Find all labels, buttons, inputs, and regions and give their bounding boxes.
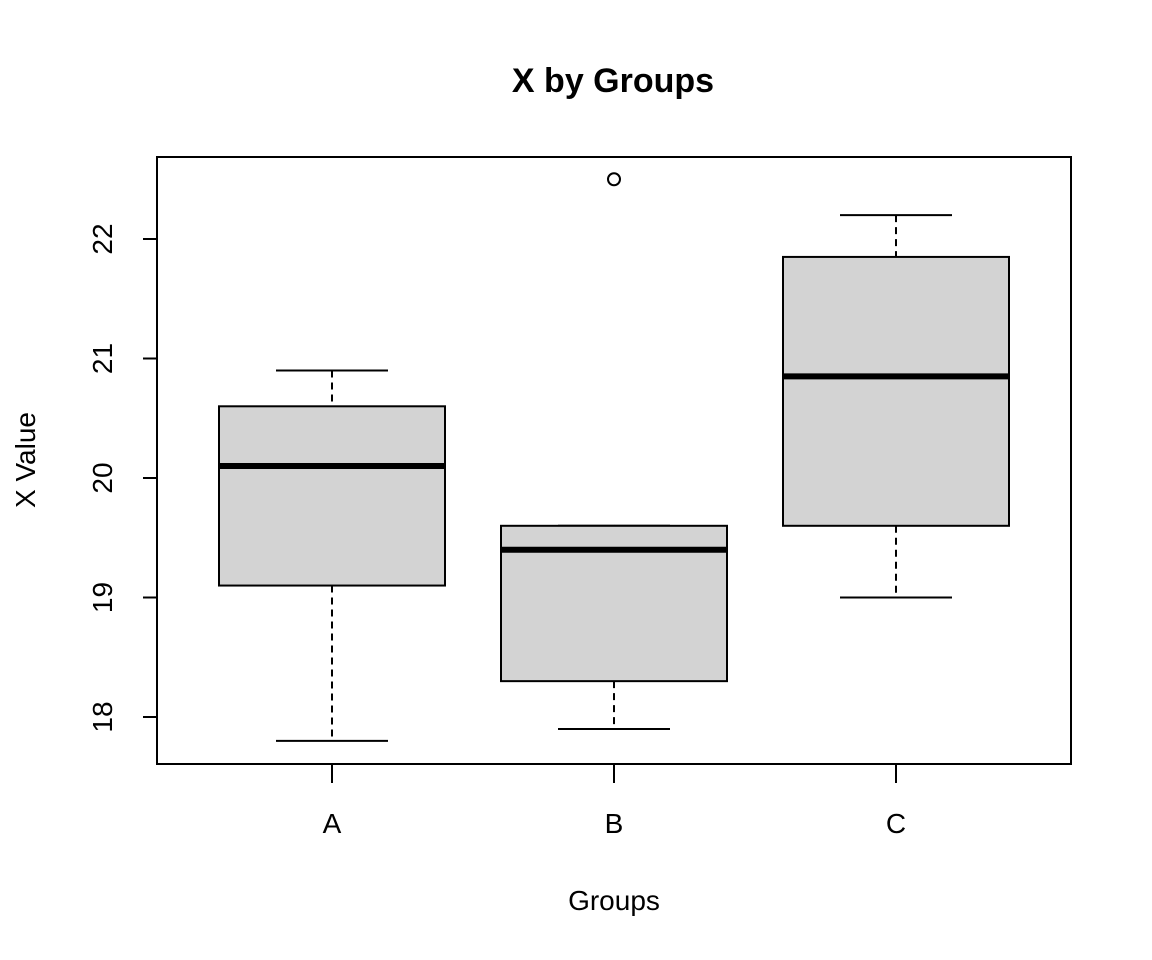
box-series <box>218 172 1010 742</box>
y-tick-label: 19 <box>87 582 118 613</box>
y-tick-label: 21 <box>87 343 118 374</box>
y-axis-label: X Value <box>10 412 41 508</box>
chart-title: X by Groups <box>512 62 714 100</box>
x-tick-label-B: B <box>605 808 624 839</box>
y-tick-label: 20 <box>87 462 118 493</box>
x-tick-label-A: A <box>323 808 342 839</box>
x-axis: A B C <box>323 764 906 839</box>
box-B <box>500 172 728 730</box>
outlier-point <box>607 172 621 187</box>
y-tick-label: 22 <box>87 223 118 254</box>
iqr-box <box>218 405 446 587</box>
iqr-box <box>782 255 1010 527</box>
box-C <box>782 214 1010 599</box>
y-tick-label: 18 <box>87 701 118 732</box>
x-tick-label-C: C <box>886 808 906 839</box>
x-axis-label: Groups <box>568 885 660 916</box>
y-axis: 18 19 20 21 22 <box>87 223 158 733</box>
box-A <box>218 369 446 742</box>
